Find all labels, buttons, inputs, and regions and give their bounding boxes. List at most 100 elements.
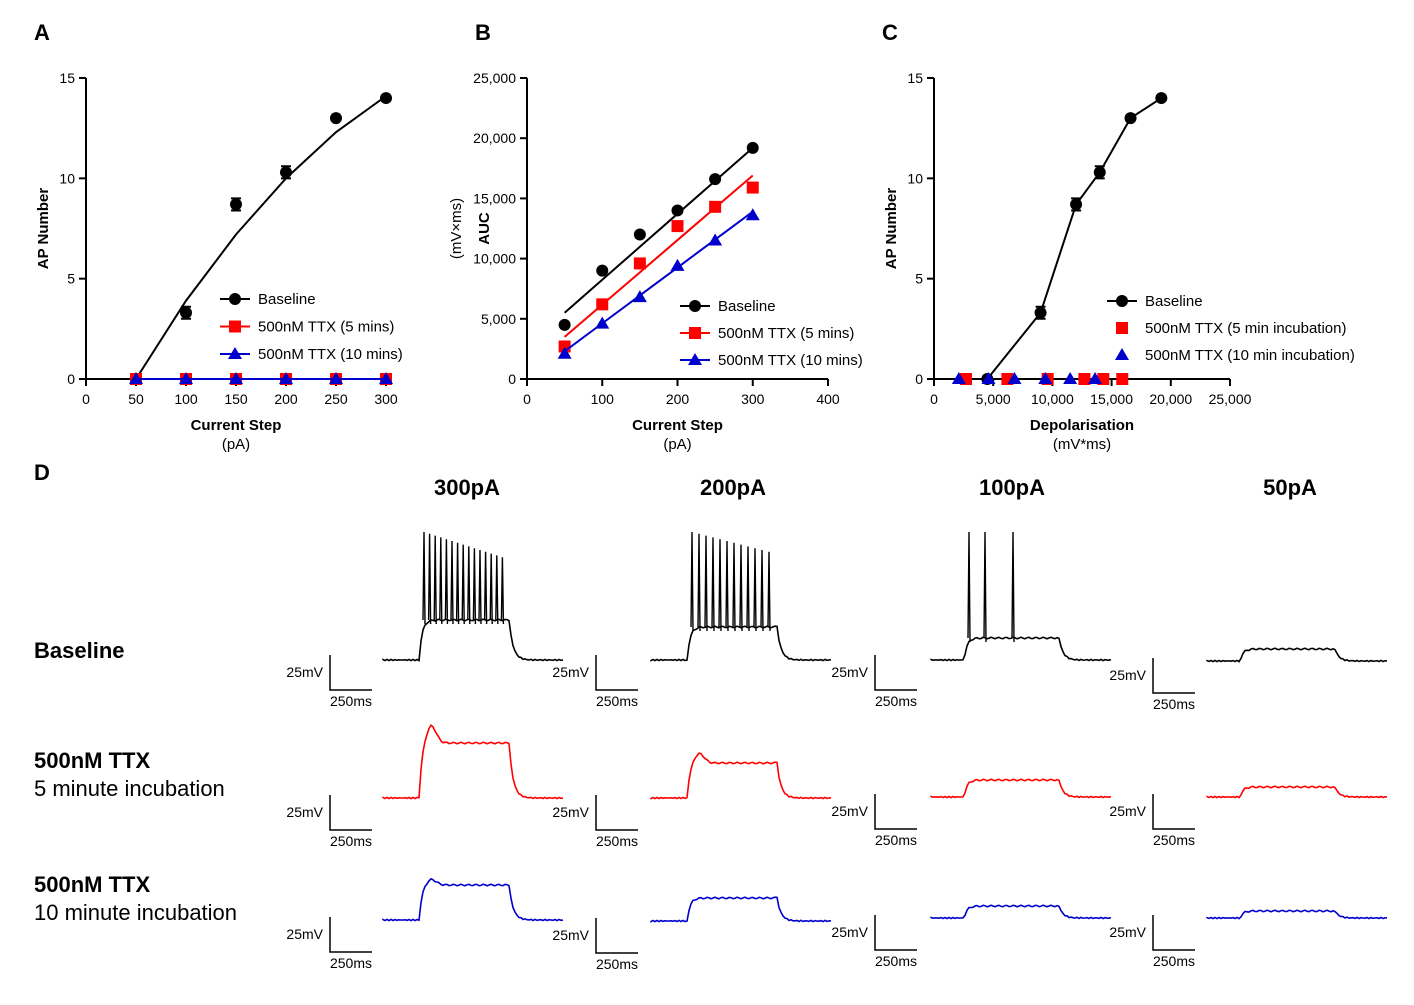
row-subtitle: 5 minute incubation bbox=[34, 776, 225, 801]
y-tick-label: 5,000 bbox=[481, 311, 516, 327]
marker bbox=[595, 316, 610, 329]
legend-marker bbox=[1116, 295, 1128, 307]
series-line bbox=[986, 97, 1162, 380]
y-tick-label: 15,000 bbox=[473, 190, 516, 206]
x-tick-label: 100 bbox=[174, 391, 198, 407]
marker bbox=[596, 264, 609, 277]
legend-marker bbox=[1115, 348, 1129, 360]
marker bbox=[1155, 92, 1168, 105]
scale-bar-voltage: 25mV bbox=[831, 803, 868, 819]
y-tick-label: 10 bbox=[59, 170, 75, 186]
y-tick-label: 25,000 bbox=[473, 70, 516, 86]
marker bbox=[709, 173, 722, 186]
marker bbox=[1116, 373, 1129, 385]
marker bbox=[670, 258, 685, 271]
legend-marker bbox=[1116, 322, 1128, 334]
marker bbox=[179, 372, 193, 384]
legend-label: 500nM TTX (10 mins) bbox=[258, 346, 403, 363]
scale-bar-time: 250ms bbox=[1153, 953, 1195, 969]
marker bbox=[1038, 372, 1053, 384]
scale-bar-voltage: 25mV bbox=[831, 924, 868, 940]
y-tick-label: 0 bbox=[67, 371, 75, 387]
marker bbox=[632, 290, 647, 303]
scale-bar-time: 250ms bbox=[875, 953, 917, 969]
y-tick-label: 15 bbox=[907, 70, 923, 86]
trace bbox=[382, 618, 564, 662]
trace bbox=[650, 625, 832, 662]
column-title: 300pA bbox=[434, 475, 500, 500]
trace bbox=[1206, 909, 1388, 920]
scale-bar-voltage: 25mV bbox=[1109, 667, 1146, 683]
legend-marker bbox=[229, 293, 241, 305]
row-title: Baseline bbox=[34, 638, 125, 663]
trace bbox=[930, 778, 1112, 799]
x-tick-label: 0 bbox=[523, 391, 531, 407]
x-tick-label: 20,000 bbox=[1149, 391, 1192, 407]
scale-bar bbox=[595, 655, 638, 691]
column-title: 200pA bbox=[700, 475, 766, 500]
panel-label: D bbox=[34, 460, 50, 485]
x-tick-label: 0 bbox=[82, 391, 90, 407]
marker bbox=[1063, 372, 1078, 384]
x-tick-label: 300 bbox=[741, 391, 765, 407]
series-line bbox=[135, 95, 387, 380]
scale-bar bbox=[874, 915, 917, 951]
scale-bar-time: 250ms bbox=[596, 956, 638, 972]
x-tick-label: 10,000 bbox=[1031, 391, 1074, 407]
marker bbox=[1034, 306, 1047, 319]
scale-bar-voltage: 25mV bbox=[1109, 803, 1146, 819]
spikes bbox=[690, 531, 771, 632]
scale-bar-time: 250ms bbox=[875, 693, 917, 709]
y-axis-title: AUC bbox=[476, 212, 493, 245]
marker bbox=[379, 372, 393, 384]
marker bbox=[380, 92, 392, 105]
scale-bar-time: 250ms bbox=[330, 833, 372, 849]
scale-bar bbox=[874, 655, 917, 691]
scale-bar-time: 250ms bbox=[330, 955, 372, 971]
marker bbox=[671, 204, 684, 217]
marker bbox=[129, 372, 143, 384]
marker bbox=[708, 233, 723, 246]
spikes bbox=[422, 531, 505, 625]
legend-label: 500nM TTX (5 mins) bbox=[258, 319, 394, 336]
column-title: 50pA bbox=[1263, 475, 1317, 500]
x-tick-label: 200 bbox=[274, 391, 298, 407]
row-subtitle: 10 minute incubation bbox=[34, 900, 237, 925]
legend-label: Baseline bbox=[718, 298, 776, 315]
marker bbox=[1124, 112, 1137, 125]
marker bbox=[1070, 198, 1083, 211]
marker bbox=[1078, 373, 1091, 385]
scale-bar-voltage: 25mV bbox=[286, 926, 323, 942]
scale-bar bbox=[1152, 915, 1195, 951]
legend-label: 500nM TTX (5 mins) bbox=[718, 325, 854, 342]
series-line bbox=[563, 174, 754, 338]
marker bbox=[633, 228, 646, 241]
marker bbox=[596, 298, 609, 311]
scale-bar bbox=[329, 655, 372, 691]
x-tick-label: 100 bbox=[591, 391, 615, 407]
row-title: 500nM TTX bbox=[34, 872, 150, 897]
x-axis-unit: (pA) bbox=[663, 436, 691, 453]
marker bbox=[329, 372, 343, 384]
panel-label: C bbox=[882, 20, 898, 45]
legend-label: 500nM TTX (5 min incubation) bbox=[1145, 320, 1346, 337]
marker bbox=[280, 166, 292, 179]
x-tick-label: 50 bbox=[128, 391, 144, 407]
scale-bar bbox=[329, 795, 372, 831]
trace bbox=[382, 877, 564, 922]
y-axis-title: AP Number bbox=[883, 188, 900, 270]
scale-bar-voltage: 25mV bbox=[286, 804, 323, 820]
x-tick-label: 150 bbox=[224, 391, 248, 407]
y-tick-label: 5 bbox=[915, 271, 923, 287]
scale-bar-voltage: 25mV bbox=[1109, 924, 1146, 940]
x-tick-label: 200 bbox=[666, 391, 690, 407]
marker bbox=[671, 220, 684, 233]
x-axis-title: Current Step bbox=[191, 417, 282, 434]
x-tick-label: 5,000 bbox=[976, 391, 1011, 407]
series-line bbox=[563, 147, 754, 314]
trace bbox=[1206, 785, 1388, 799]
legend-label: 500nM TTX (10 mins) bbox=[718, 352, 863, 369]
legend-label: Baseline bbox=[1145, 293, 1203, 310]
x-tick-label: 300 bbox=[374, 391, 398, 407]
